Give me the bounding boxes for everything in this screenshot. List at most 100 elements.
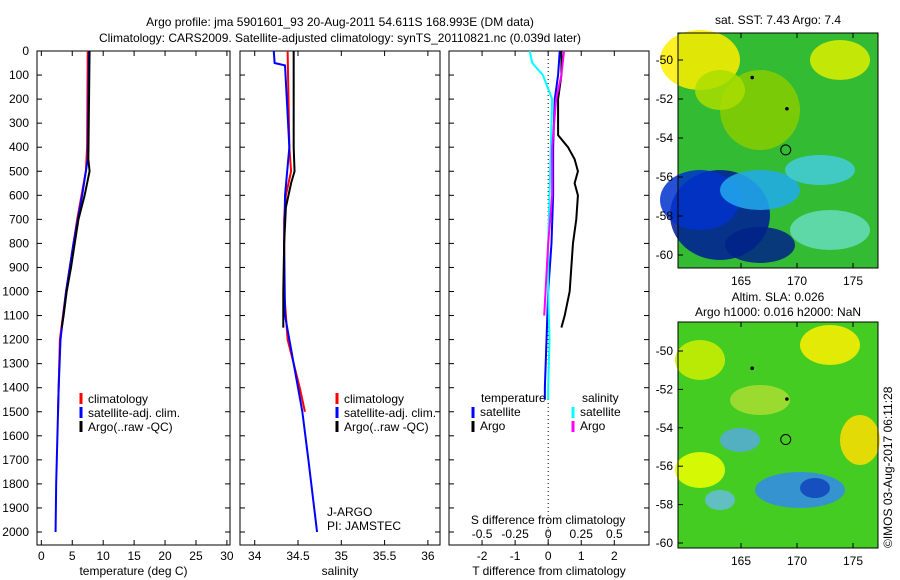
map-feature [695, 70, 745, 110]
plot-frame [448, 50, 650, 546]
y-tick-label: 1100 [3, 309, 29, 323]
copyright-label: ©IMOS 03-Aug-2017 06:11:28 [881, 386, 895, 548]
y-tick-label: 1700 [2, 453, 29, 467]
y-tick-label: -50 [656, 344, 674, 358]
legend-label: satellite [580, 405, 621, 419]
title-line1: Argo profile: jma 5901601_93 20-Aug-2011… [146, 15, 534, 29]
x-tick-label: 30 [220, 549, 234, 563]
map-feature [660, 170, 740, 230]
y-tick-label: 200 [9, 92, 29, 106]
y-tick-label: -52 [656, 92, 674, 106]
x2-tick-label: -0.5 [472, 527, 493, 541]
x-tick-label: 165 [731, 554, 751, 568]
x-tick-label: 36 [421, 549, 435, 563]
y-tick-label: 1900 [2, 501, 29, 515]
map-feature [725, 227, 795, 263]
y-tick-label: 1600 [2, 429, 29, 443]
legend-label: satellite-adj. clim. [88, 406, 180, 420]
temperature-panel: 0100200300400500600700800900100011001200… [2, 44, 234, 578]
legend-label: satellite [480, 405, 521, 419]
series-line-salinity-satellite [528, 50, 554, 400]
sla-map-title-2: Argo h1000: 0.016 h2000: NaN [695, 305, 861, 319]
legend-label: Argo(..raw -QC) [344, 420, 429, 434]
y-tick-label: -52 [656, 382, 674, 396]
map-feature [785, 155, 855, 185]
map-feature [720, 170, 800, 210]
y-tick-label: 800 [9, 236, 29, 250]
x-tick-label: 35.5 [373, 549, 397, 563]
map-feature [790, 210, 870, 250]
x-tick-label: 2 [611, 549, 618, 563]
x-tick-label: 10 [97, 549, 111, 563]
map-feature [730, 385, 790, 415]
annotation: PI: JAMSTEC [327, 519, 401, 533]
series-line-climatology [57, 50, 89, 412]
y-tick-label: 400 [9, 140, 29, 154]
y-tick-label: -60 [656, 536, 674, 550]
argo-position-marker [780, 434, 792, 446]
legend-title: salinity [582, 391, 619, 405]
y-tick-label: 1000 [2, 285, 29, 299]
map-frame [677, 32, 879, 269]
y-tick-label: -58 [656, 209, 674, 223]
series-line-temperature-satellite [543, 50, 561, 400]
argo-position-marker [780, 144, 792, 156]
map-feature [800, 325, 860, 365]
y-tick-label: -58 [656, 498, 674, 512]
x-tick-label: 0 [545, 549, 552, 563]
x-tick-label: 34.5 [286, 549, 310, 563]
annotation: J-ARGO [327, 505, 372, 519]
x-tick-label: 34 [248, 549, 262, 563]
y-tick-label: -50 [656, 53, 674, 67]
x-tick-label: 35 [335, 549, 349, 563]
difference-panel: -2 -1 0 1 2T difference from climatology -0.5… [448, 50, 650, 578]
y-tick-label: 1800 [2, 477, 29, 491]
y-tick-label: 2000 [2, 525, 29, 539]
x-tick-label: 170 [787, 274, 807, 288]
y-tick-label: -54 [656, 421, 674, 435]
series-line-satellite-adj-clim- [54, 50, 90, 533]
plot-frame [239, 50, 441, 546]
series-line-temperature-argo [557, 51, 579, 328]
x-axis-label: temperature (deg C) [79, 564, 187, 578]
y-tick-label: -56 [656, 170, 674, 184]
map-feature [705, 490, 735, 510]
series-line-argo-raw-qc- [60, 50, 91, 328]
x-tick-label: 20 [158, 549, 172, 563]
x-tick-label: 25 [189, 549, 203, 563]
y-tick-label: 900 [9, 260, 29, 274]
y-tick-label: -60 [656, 248, 674, 262]
sla-map: 165 170 175 -50 -52 -54 -56 -58 -60 Altim. SLA: 0… [656, 290, 880, 568]
y-tick-label: -56 [656, 459, 674, 473]
sst-map-title: sat. SST: 7.43 Argo: 7.4 [715, 13, 841, 27]
y-tick-label: 500 [9, 164, 29, 178]
x-tick-label: 5 [69, 549, 76, 563]
sst-map: 165 170 175 -50 -52 -54 -56 -58 -60 sat. SST: 7.4… [656, 13, 879, 288]
legend-title: temperature [481, 391, 546, 405]
x2-tick-label: -0.25 [501, 527, 529, 541]
y-tick-label: 1300 [2, 357, 29, 371]
x2-axis-label: S difference from climatology [471, 513, 626, 527]
x-tick-label: -1 [510, 549, 521, 563]
map-frame [677, 321, 879, 549]
series-line-argo-raw-qc- [282, 51, 296, 328]
x-axis-label: salinity [322, 564, 359, 578]
x-tick-label: 165 [731, 274, 751, 288]
legend-label: climatology [344, 392, 404, 406]
y-tick-label: 1200 [2, 333, 29, 347]
x-tick-label: 170 [787, 554, 807, 568]
salinity-panel: 34 34.5 35 35.5 36 salinity climatologysatelli… [239, 50, 441, 578]
map-feature [840, 415, 880, 465]
x-tick-label: 175 [843, 554, 863, 568]
series-line-satellite-adj-clim- [272, 50, 319, 533]
previous-position-marker [750, 366, 754, 371]
legend-label: satellite-adj. clim. [344, 406, 436, 420]
map-feature [720, 428, 760, 452]
y-tick-label: 1500 [2, 405, 29, 419]
map-feature [755, 472, 845, 508]
map-feature [675, 340, 725, 380]
map-feature [800, 478, 830, 498]
x-axis-label: T difference from climatology [472, 564, 626, 578]
